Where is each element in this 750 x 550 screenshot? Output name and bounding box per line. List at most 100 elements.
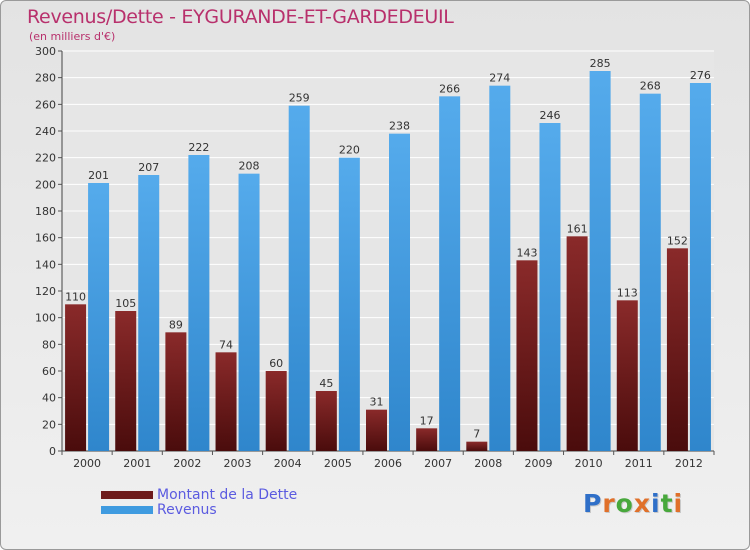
bar-revenus	[288, 105, 310, 452]
logo-letter: i	[651, 489, 661, 518]
y-tick-label: 280	[35, 72, 56, 85]
y-tick-label: 300	[35, 45, 56, 58]
legend: Montant de la Dette Revenus	[101, 486, 298, 518]
bar-revenus	[338, 157, 360, 451]
data-label: 89	[169, 318, 183, 331]
x-tick-label: 2005	[324, 457, 352, 470]
bar-dette	[416, 428, 438, 451]
data-label: 276	[690, 69, 711, 82]
data-label: 201	[88, 169, 109, 182]
plot-area	[62, 51, 714, 451]
y-tick-label: 60	[42, 365, 56, 378]
legend-label-revenus: Revenus	[157, 501, 217, 518]
data-label: 161	[567, 222, 588, 235]
x-tick-label: 2004	[274, 457, 302, 470]
data-label: 268	[640, 80, 661, 93]
y-tick-label: 40	[42, 392, 56, 405]
data-label: 285	[590, 57, 611, 70]
logo-letter: o	[615, 489, 634, 518]
bar-revenus	[88, 183, 110, 451]
data-label: 152	[667, 234, 688, 247]
data-label: 266	[439, 82, 460, 95]
y-tick-label: 0	[49, 445, 56, 458]
bar-revenus	[188, 155, 210, 451]
bar-revenus	[138, 175, 160, 451]
bar-revenus	[689, 83, 711, 451]
bar-dette	[165, 332, 187, 451]
proxiti-logo: Proxiti	[583, 489, 683, 518]
logo-letter: x	[633, 489, 651, 518]
y-tick-label: 180	[35, 205, 56, 218]
data-label: 74	[219, 338, 233, 351]
data-label: 7	[473, 428, 480, 441]
y-tick-label: 200	[35, 178, 56, 191]
data-label: 31	[370, 396, 384, 409]
bar-revenus	[238, 173, 260, 451]
bar-dette	[215, 352, 237, 451]
bar-dette	[616, 300, 638, 451]
y-tick-label: 20	[42, 418, 56, 431]
x-tick-label: 2001	[123, 457, 151, 470]
bar-dette	[65, 304, 87, 451]
bar-revenus	[589, 71, 611, 451]
chart-subtitle: (en milliers d'€)	[29, 30, 116, 43]
bar-dette	[265, 371, 287, 451]
bar-dette	[666, 248, 688, 451]
y-tick-label: 220	[35, 152, 56, 165]
data-label: 220	[339, 144, 360, 157]
x-tick-label: 2003	[224, 457, 252, 470]
bar-dette	[366, 409, 387, 451]
x-tick-label: 2006	[374, 457, 402, 470]
chart-title: Revenus/Dette - EYGURANDE-ET-GARDEDEUIL	[27, 6, 454, 28]
bar-dette	[566, 236, 588, 451]
bar-revenus	[439, 96, 461, 451]
logo-letter: i	[673, 489, 684, 518]
bar-dette	[315, 391, 337, 451]
legend-swatch-revenus	[101, 505, 153, 514]
x-tick-label: 2008	[474, 457, 502, 470]
x-tick-label: 2000	[73, 457, 101, 470]
y-tick-label: 260	[35, 98, 56, 111]
legend-label-dette: Montant de la Dette	[157, 486, 298, 503]
logo-letter: t	[660, 489, 674, 518]
data-label: 222	[188, 141, 209, 154]
data-label: 238	[389, 120, 410, 133]
y-tick-label: 160	[35, 232, 56, 245]
data-label: 143	[516, 246, 537, 259]
legend-item-revenus: Revenus	[101, 501, 297, 518]
bar-revenus	[539, 123, 561, 451]
y-tick-label: 140	[35, 258, 56, 271]
x-tick-label: 2007	[424, 457, 452, 470]
legend-swatch-dette	[101, 490, 153, 499]
data-label: 45	[319, 377, 333, 390]
data-label: 246	[539, 109, 560, 122]
bar-revenus	[389, 133, 410, 451]
data-label: 17	[420, 414, 434, 427]
data-label: 60	[269, 357, 283, 370]
data-label: 274	[489, 72, 510, 85]
bar-revenus	[639, 93, 661, 452]
y-tick-label: 100	[35, 312, 56, 325]
x-tick-label: 2010	[575, 457, 603, 470]
bar-dette	[516, 260, 538, 451]
x-tick-label: 2012	[675, 457, 703, 470]
data-label: 208	[239, 160, 260, 173]
logo-letter: r	[602, 489, 616, 518]
x-tick-label: 2002	[173, 457, 201, 470]
y-tick-label: 240	[35, 125, 56, 138]
data-label: 207	[138, 161, 159, 174]
y-tick-label: 120	[35, 285, 56, 298]
y-tick-label: 80	[42, 338, 56, 351]
logo-letter: P	[583, 489, 603, 518]
data-label: 259	[289, 92, 310, 105]
data-label: 113	[617, 286, 638, 299]
bar-dette	[115, 311, 137, 451]
x-tick-label: 2011	[625, 457, 653, 470]
bar-dette	[466, 441, 488, 451]
data-label: 105	[115, 297, 136, 310]
x-tick-label: 2009	[524, 457, 552, 470]
legend-item-dette: Montant de la Dette	[101, 486, 298, 503]
bar-revenus	[489, 85, 511, 452]
